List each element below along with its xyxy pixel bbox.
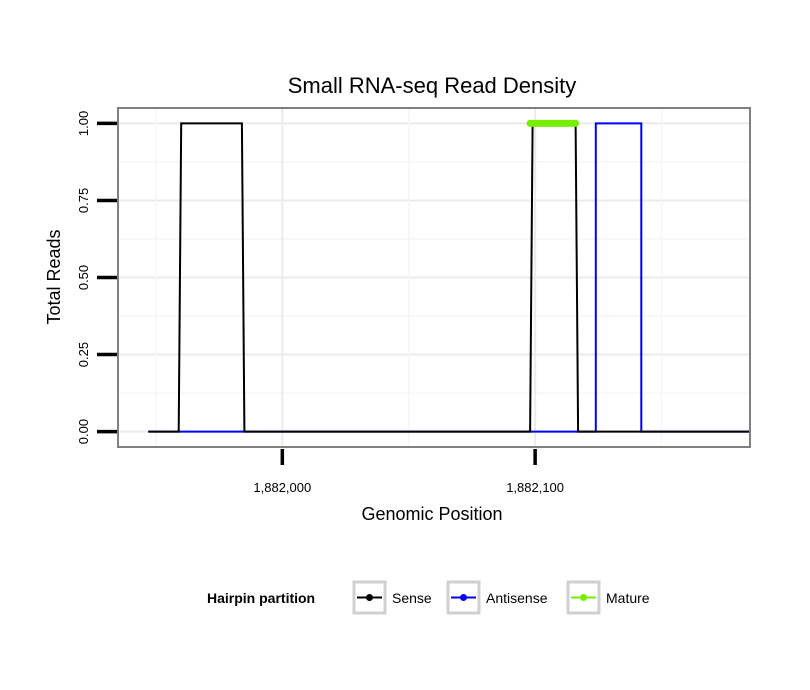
series-line-sense xyxy=(148,122,750,433)
legend-title: Hairpin partition xyxy=(207,590,315,606)
y-axis-title: Total Reads xyxy=(44,229,64,324)
legend-key-point xyxy=(366,594,373,601)
legend-label-mature: Mature xyxy=(606,590,650,606)
y-tick-label: 0.75 xyxy=(76,188,91,213)
legend-label-sense: Sense xyxy=(392,590,432,606)
plot-panel-border xyxy=(117,107,751,448)
x-tick-label: 1,882,100 xyxy=(506,480,564,495)
grid-lines xyxy=(118,108,750,447)
y-tick-label: 0.50 xyxy=(76,265,91,290)
x-tick-label: 1,882,000 xyxy=(253,480,311,495)
series-lines xyxy=(148,119,750,433)
chart-title: Small RNA-seq Read Density xyxy=(288,73,577,98)
legend-key-point xyxy=(460,594,467,601)
legend-key-point xyxy=(580,594,587,601)
y-axis: 0.00 0.25 0.50 0.75 1.00 xyxy=(76,111,117,444)
y-tick-label: 0.25 xyxy=(76,342,91,367)
x-axis-title: Genomic Position xyxy=(361,504,502,524)
y-tick-label: 0.00 xyxy=(76,419,91,444)
y-tick-label: 1.00 xyxy=(76,111,91,136)
legend-label-antisense: Antisense xyxy=(486,590,548,606)
legend: Hairpin partition Sense Antisense Mature xyxy=(207,580,650,615)
series-line-antisense xyxy=(148,122,750,433)
x-axis: 1,882,000 1,882,100 xyxy=(253,449,564,495)
